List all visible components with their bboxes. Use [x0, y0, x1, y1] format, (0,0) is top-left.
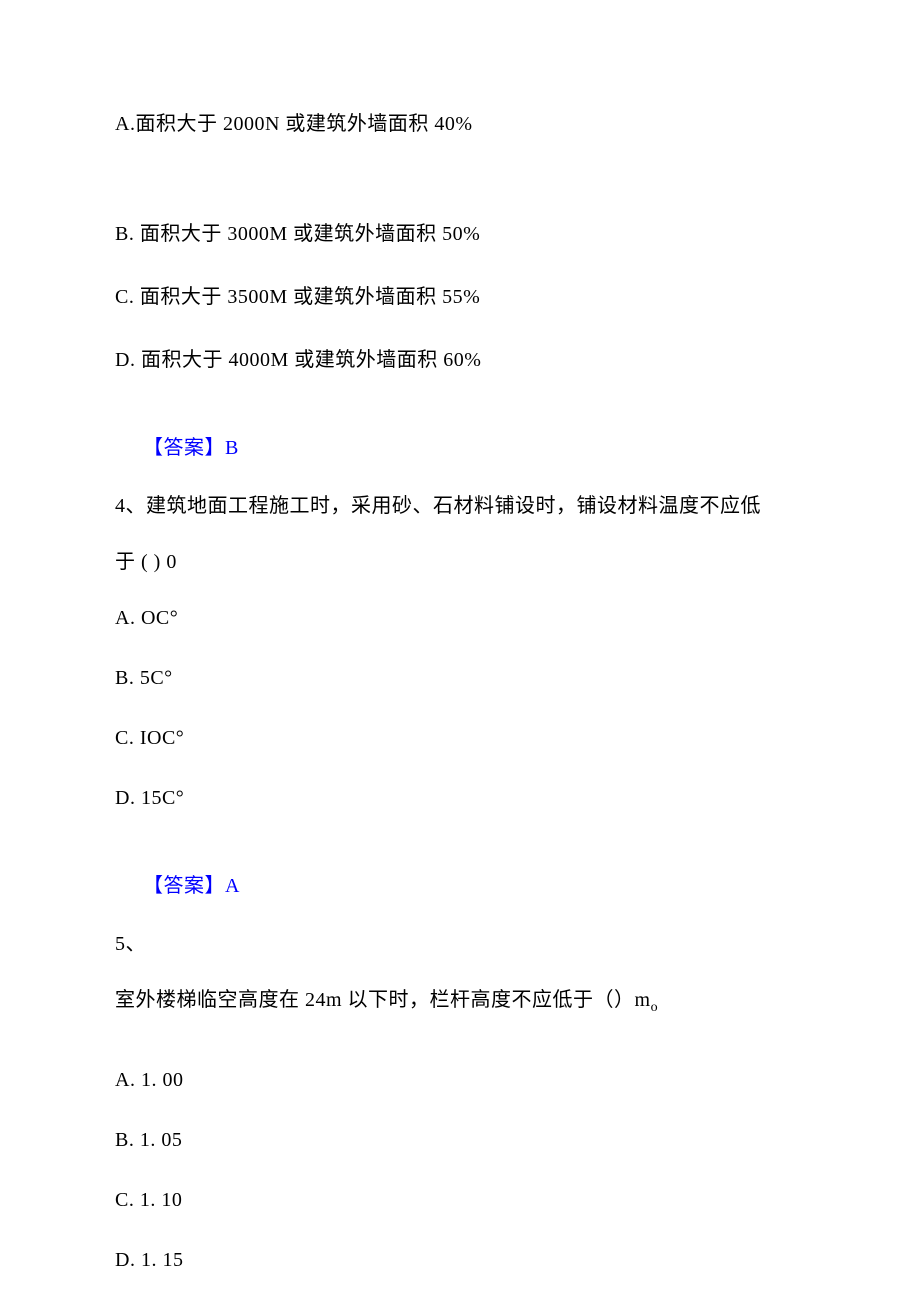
q5-number: 5、 [115, 930, 805, 958]
q4-option-a: A. OC° [115, 604, 805, 632]
q4-answer: 【答案】A [143, 872, 805, 900]
q5-option-d: D. 1. 15 [115, 1246, 805, 1274]
q5-option-c: C. 1. 10 [115, 1186, 805, 1214]
q5-stem-sub: o [651, 1000, 659, 1015]
q3-option-a: A.面积大于 2000N 或建筑外墙面积 40% [115, 110, 805, 138]
q4-option-d: D. 15C° [115, 784, 805, 812]
q4-stem-line2-text: 于 ( ) 0 [115, 551, 177, 573]
q5-stem-text: 室外楼梯临空高度在 24m 以下时，栏杆高度不应低于（）m [115, 989, 651, 1011]
q4-option-b: B. 5C° [115, 664, 805, 692]
q5-stem: 室外楼梯临空高度在 24m 以下时，栏杆高度不应低于（）mo [115, 986, 805, 1018]
q3-option-b: B. 面积大于 3000M 或建筑外墙面积 50% [115, 220, 805, 248]
q5-option-a: A. 1. 00 [115, 1066, 805, 1094]
q3-answer: 【答案】B [143, 434, 805, 462]
q4-stem-line2: 于 ( ) 0 [115, 548, 805, 576]
q3-option-d: D. 面积大于 4000M 或建筑外墙面积 60% [115, 346, 805, 374]
q4-stem-line1: 4、建筑地面工程施工时，采用砂、石材料铺设时，铺设材料温度不应低 [115, 492, 805, 520]
q4-option-c: C. IOC° [115, 724, 805, 752]
q3-option-c: C. 面积大于 3500M 或建筑外墙面积 55% [115, 283, 805, 311]
q5-option-b: B. 1. 05 [115, 1126, 805, 1154]
